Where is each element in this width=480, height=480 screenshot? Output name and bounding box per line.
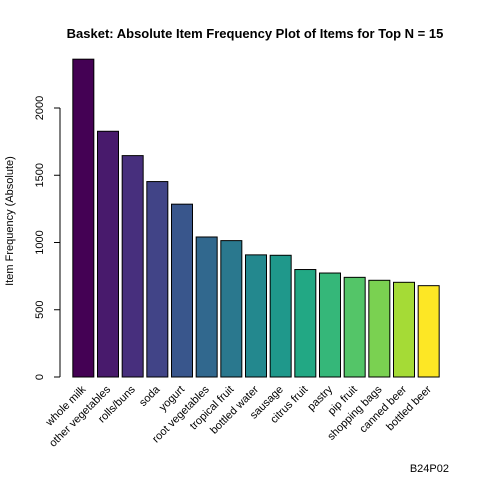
bars-group bbox=[72, 58, 440, 378]
bar bbox=[294, 269, 317, 378]
y-tick-label: 1000 bbox=[34, 230, 46, 254]
bar bbox=[368, 279, 391, 378]
chart-title: Basket: Absolute Item Frequency Plot of … bbox=[67, 26, 444, 41]
bar bbox=[417, 285, 440, 378]
bar bbox=[72, 58, 95, 378]
bar bbox=[319, 272, 341, 378]
bar bbox=[245, 254, 267, 378]
bar bbox=[146, 181, 169, 378]
bar bbox=[343, 276, 366, 378]
y-axis-label: Item Frequency (Absolute) bbox=[4, 156, 16, 286]
bar bbox=[171, 203, 193, 378]
chart-caption: B24P02 bbox=[410, 463, 449, 475]
bar bbox=[121, 155, 144, 378]
y-axis: 0 500 1000 1500 2000 bbox=[34, 96, 61, 380]
y-tick-label: 2000 bbox=[34, 96, 46, 120]
bar bbox=[269, 254, 292, 378]
bar bbox=[393, 281, 415, 378]
y-tick-label: 0 bbox=[34, 374, 46, 380]
bar bbox=[97, 130, 119, 378]
bar bbox=[220, 240, 243, 378]
bar bbox=[195, 236, 218, 378]
y-tick-label: 1500 bbox=[34, 163, 46, 187]
y-tick-label: 500 bbox=[34, 301, 46, 319]
